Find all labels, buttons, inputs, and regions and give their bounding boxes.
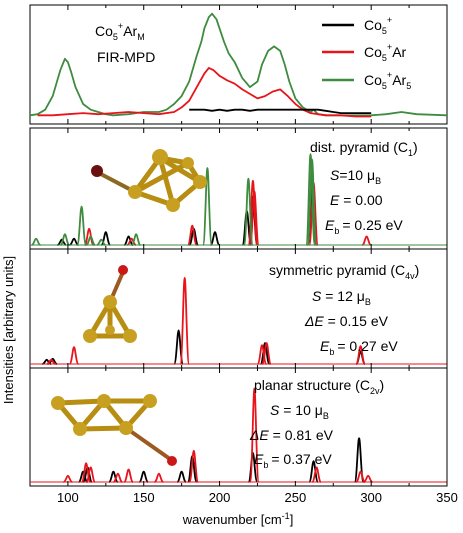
tick-layer: 100 150 200 250 300 350 <box>29 5 458 505</box>
sym-binding: Eb = 0.27 eV <box>320 338 398 357</box>
peak-sym-1-3 <box>256 344 268 365</box>
planar-binding: Eb = 0.37 eV <box>254 451 332 470</box>
planar-annotation: planar structure (C2v) S = 10 μB ΔE = 0.… <box>249 377 384 470</box>
sym-energy: ΔE = 0.15 eV <box>304 313 389 329</box>
peak-dist-2-4 <box>96 238 106 246</box>
dist-title: dist. pyramid (C1) <box>310 139 418 158</box>
sym-title: symmetric pyramid (C4v) <box>269 262 419 281</box>
peak-sym-0-1 <box>48 357 58 365</box>
legend-entry-co5ar: Co5+Ar <box>364 42 407 63</box>
peak-dist-0-3 <box>123 235 134 246</box>
peak-planar-1-3 <box>113 472 123 483</box>
peak-planar-1-4 <box>123 468 134 483</box>
plot-layer <box>29 12 448 483</box>
x-tick-label-100: 100 <box>57 490 79 505</box>
peak-sym-1-1 <box>68 346 80 365</box>
peak-planar-0-0 <box>78 470 88 483</box>
peak-sym-1-4 <box>261 342 272 365</box>
planar-spin: S = 10 μB <box>270 402 329 421</box>
exp-series-2 <box>189 108 372 114</box>
peak-dist-2-9 <box>306 158 318 246</box>
peak-planar-0-7 <box>308 460 319 483</box>
peak-sym-1-5 <box>355 345 366 365</box>
peak-dist-2-5 <box>131 233 141 246</box>
x-tick-label-350: 350 <box>436 490 458 505</box>
legend-entry-co5: Co5+ <box>364 15 392 36</box>
frame-experiment <box>29 4 448 125</box>
peak-planar-1-8 <box>311 466 322 483</box>
sym-annotation: symmetric pyramid (C4v) S = 12 μB ΔE = 0… <box>269 262 419 357</box>
peak-planar-1-10 <box>363 474 373 483</box>
legend: Co5+ Co5+Ar Co5+Ar5 <box>322 15 411 91</box>
dist-binding: Eb = 0.25 eV <box>325 217 403 236</box>
peak-dist-2-2 <box>76 205 87 246</box>
peak-planar-0-4 <box>176 470 187 483</box>
peak-planar-1-9 <box>355 470 366 483</box>
sym-spin: S = 12 μB <box>312 288 371 307</box>
peak-dist-0-0 <box>57 238 67 246</box>
peak-dist-1-3 <box>247 179 259 246</box>
peak-dist-2-3 <box>85 235 96 246</box>
peak-planar-1-5 <box>154 472 164 483</box>
argon-atom <box>91 165 103 177</box>
peak-dist-1-6 <box>361 235 372 246</box>
x-tick-label-250: 250 <box>285 490 307 505</box>
panel-frames <box>29 4 448 487</box>
frame-structures <box>29 127 448 487</box>
planar-structure <box>51 394 177 466</box>
exp-series-0 <box>29 12 448 117</box>
exp-series-1 <box>37 67 372 118</box>
x-tick-label-150: 150 <box>133 490 155 505</box>
peak-dist-2-0 <box>31 237 41 246</box>
dist-pyramid-structure <box>91 149 207 212</box>
peak-planar-0-3 <box>138 470 149 483</box>
peak-planar-1-2 <box>85 466 96 483</box>
dist-annotation: dist. pyramid (C1) S=10 μB E = 0.00 Eb = … <box>310 139 418 236</box>
peak-dist-0-1 <box>69 237 79 246</box>
x-tick-label-300: 300 <box>360 490 382 505</box>
peak-sym-0-3 <box>259 342 271 365</box>
y-axis-label: Intensities [arbitrary units] <box>1 256 16 404</box>
peak-dist-2-8 <box>305 153 316 246</box>
peak-planar-1-0 <box>63 474 73 483</box>
peak-planar-0-6 <box>247 451 259 483</box>
peak-planar-1-6 <box>188 449 200 483</box>
x-tick-label-200: 200 <box>209 490 231 505</box>
peak-planar-1-7 <box>249 387 260 483</box>
planar-energy: ΔE = 0.81 eV <box>249 427 334 443</box>
peak-dist-0-5 <box>210 231 220 246</box>
peak-dist-1-0 <box>83 227 95 246</box>
peak-dist-2-6 <box>202 167 213 246</box>
exp-label: Co5+ArM <box>95 21 145 42</box>
dist-energy: E = 0.00 <box>330 192 383 208</box>
peak-dist-2-7 <box>243 177 254 246</box>
sym-pyramid-structure <box>83 265 137 343</box>
legend-entry-co5ar5: Co5+Ar5 <box>364 70 411 91</box>
peak-dist-1-1 <box>126 237 137 246</box>
exp-method: FIR-MPD <box>97 49 155 65</box>
dist-spin: S=10 μB <box>330 167 381 186</box>
planar-title: planar structure (C2v) <box>254 377 384 396</box>
peak-dist-1-2 <box>187 224 198 246</box>
x-axis-label: wavenumber [cm-1] <box>182 511 294 527</box>
peak-dist-2-1 <box>60 233 70 246</box>
peak-sym-1-0 <box>46 358 56 365</box>
peak-sym-1-2 <box>179 276 190 365</box>
